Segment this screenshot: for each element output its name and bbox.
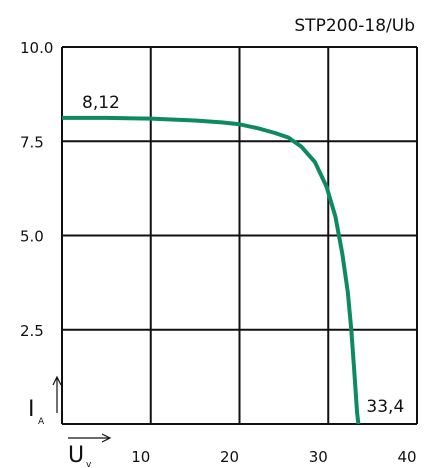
annotation-voc: 33,4: [366, 397, 404, 417]
y-axis-arrow-icon: [52, 375, 62, 413]
x-axis-label-subscript: v: [86, 460, 92, 468]
x-tick-label: 30: [309, 448, 328, 466]
x-axis-arrow-icon: [68, 433, 112, 443]
y-tick-label: 5.0: [20, 228, 44, 246]
series: [62, 115, 361, 425]
y-axis-label: I: [28, 397, 35, 422]
annotation-isc: 8,12: [82, 93, 120, 113]
tick-labels: 10 20 30 40 2.5 5.0 7.5 10.0: [20, 39, 417, 466]
x-axis-label: U: [68, 443, 84, 468]
series-line: [62, 115, 361, 425]
annotations: 8,12 33,4: [82, 93, 404, 417]
x-tick-label: 40: [397, 448, 416, 466]
y-tick-label: 7.5: [20, 133, 44, 151]
y-axis-label-subscript: A: [38, 417, 45, 427]
chart-title: STP200-18/Ub: [294, 16, 415, 36]
x-tick-label: 10: [131, 448, 150, 466]
y-tick-label: 10.0: [20, 39, 53, 57]
y-tick-label: 2.5: [20, 322, 44, 340]
x-tick-label: 20: [220, 448, 239, 466]
